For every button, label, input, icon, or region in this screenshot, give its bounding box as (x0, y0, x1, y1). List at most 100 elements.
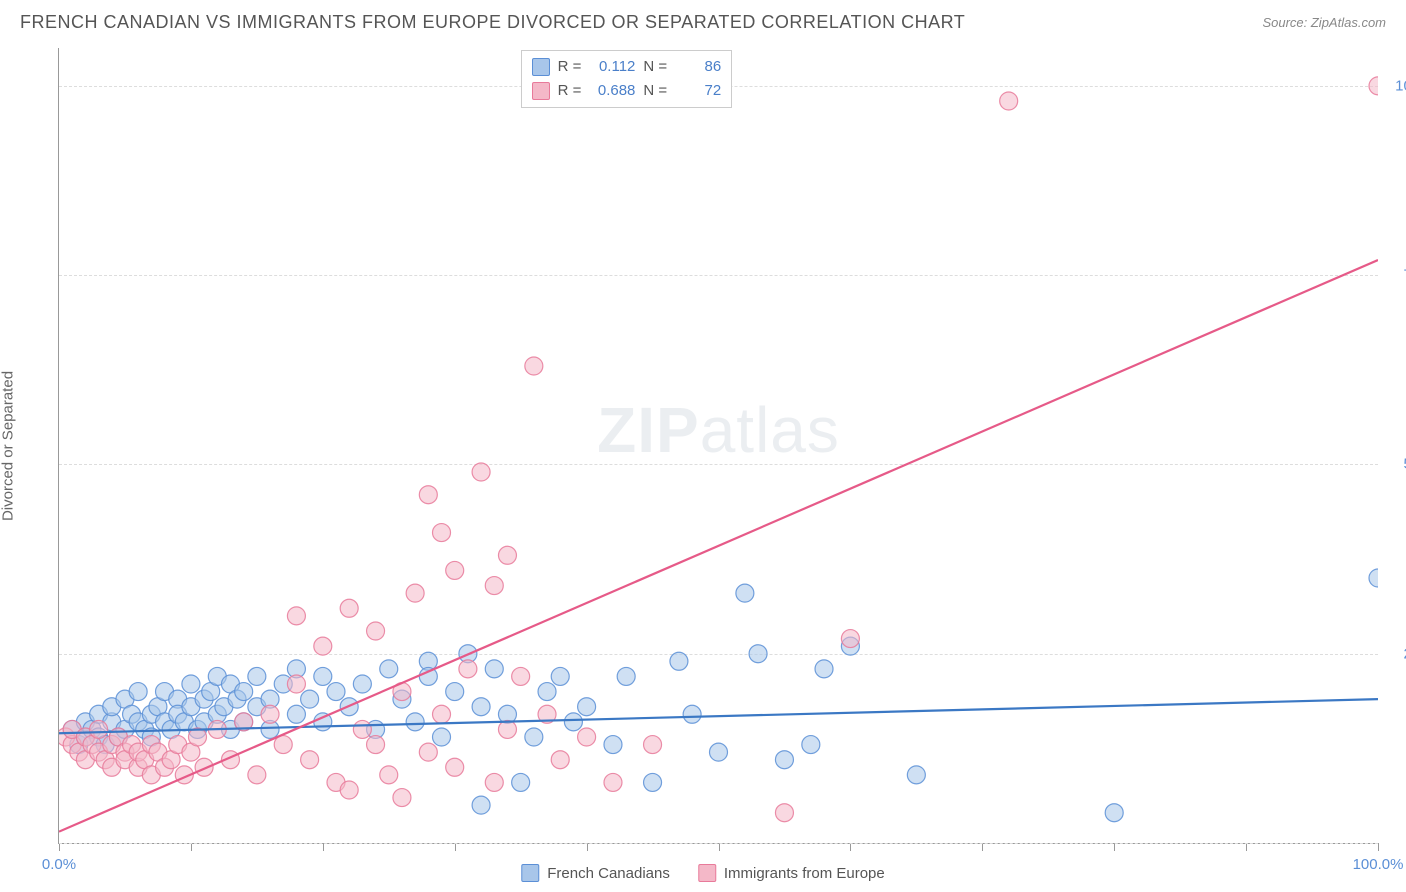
data-point (525, 728, 543, 746)
data-point (380, 766, 398, 784)
stats-row: R = 0.112 N = 86 (532, 55, 722, 79)
data-point (1000, 92, 1018, 110)
data-point (353, 720, 371, 738)
n-value: 72 (675, 79, 721, 103)
data-point (182, 675, 200, 693)
x-tick (850, 843, 851, 851)
data-point (1369, 569, 1378, 587)
y-tick-label: 50.0% (1386, 456, 1406, 473)
data-point (1369, 77, 1378, 95)
r-value: 0.112 (589, 55, 635, 79)
data-point (393, 789, 411, 807)
data-point (498, 546, 516, 564)
data-point (802, 736, 820, 754)
data-point (578, 728, 596, 746)
r-value: 0.688 (589, 79, 635, 103)
data-point (604, 773, 622, 791)
stats-row: R = 0.688 N = 72 (532, 79, 722, 103)
data-point (775, 804, 793, 822)
data-point (749, 645, 767, 663)
data-point (1105, 804, 1123, 822)
data-point (670, 652, 688, 670)
data-point (644, 773, 662, 791)
data-point (327, 683, 345, 701)
source-attribution: Source: ZipAtlas.com (1262, 15, 1386, 30)
r-label: R = (558, 55, 582, 79)
n-label: N = (643, 79, 667, 103)
series-swatch (521, 864, 539, 882)
n-label: N = (643, 55, 667, 79)
data-point (472, 796, 490, 814)
chart-header: FRENCH CANADIAN VS IMMIGRANTS FROM EUROP… (0, 0, 1406, 41)
y-tick-label: 100.0% (1386, 77, 1406, 94)
n-value: 86 (675, 55, 721, 79)
data-point (551, 751, 569, 769)
data-point (287, 675, 305, 693)
y-axis-label: Divorced or Separated (0, 371, 17, 521)
x-tick (1378, 843, 1379, 851)
x-tick (587, 843, 588, 851)
stats-box: R = 0.112 N = 86 R = 0.688 N = 72 (521, 50, 733, 108)
data-point (604, 736, 622, 754)
data-point (459, 660, 477, 678)
data-point (775, 751, 793, 769)
data-point (736, 584, 754, 602)
data-point (90, 720, 108, 738)
data-point (406, 584, 424, 602)
data-point (261, 705, 279, 723)
data-point (380, 660, 398, 678)
data-point (578, 698, 596, 716)
data-point (195, 758, 213, 776)
data-point (433, 728, 451, 746)
legend-item: Immigrants from Europe (698, 864, 885, 882)
legend-item: French Canadians (521, 864, 670, 882)
data-point (498, 720, 516, 738)
legend-label: Immigrants from Europe (724, 865, 885, 882)
data-point (485, 660, 503, 678)
data-point (512, 667, 530, 685)
data-point (419, 486, 437, 504)
data-point (538, 683, 556, 701)
data-point (617, 667, 635, 685)
x-tick (191, 843, 192, 851)
data-point (274, 736, 292, 754)
data-point (419, 743, 437, 761)
data-point (367, 736, 385, 754)
grid-line (59, 843, 1378, 844)
data-point (512, 773, 530, 791)
series-swatch (698, 864, 716, 882)
data-point (472, 463, 490, 481)
data-point (525, 357, 543, 375)
data-point (907, 766, 925, 784)
data-point (314, 637, 332, 655)
data-point (188, 728, 206, 746)
data-point (406, 713, 424, 731)
data-point (446, 561, 464, 579)
data-point (446, 758, 464, 776)
data-point (393, 683, 411, 701)
data-point (564, 713, 582, 731)
data-point (433, 705, 451, 723)
data-point (538, 705, 556, 723)
data-point (221, 751, 239, 769)
chart-title: FRENCH CANADIAN VS IMMIGRANTS FROM EUROP… (20, 12, 965, 33)
data-point (235, 683, 253, 701)
series-swatch (532, 82, 550, 100)
data-point (208, 720, 226, 738)
data-point (287, 705, 305, 723)
x-tick (1114, 843, 1115, 851)
data-point (485, 577, 503, 595)
plot-container: Divorced or Separated ZIPatlas R = 0.112… (58, 48, 1378, 844)
data-point (301, 751, 319, 769)
x-tick (719, 843, 720, 851)
data-point (175, 766, 193, 784)
x-tick (455, 843, 456, 851)
x-tick (1246, 843, 1247, 851)
x-tick-label: 0.0% (42, 856, 76, 873)
data-point (551, 667, 569, 685)
legend: French Canadians Immigrants from Europe (521, 864, 884, 882)
data-point (235, 713, 253, 731)
y-tick-label: 75.0% (1386, 267, 1406, 284)
data-point (644, 736, 662, 754)
data-point (353, 675, 371, 693)
